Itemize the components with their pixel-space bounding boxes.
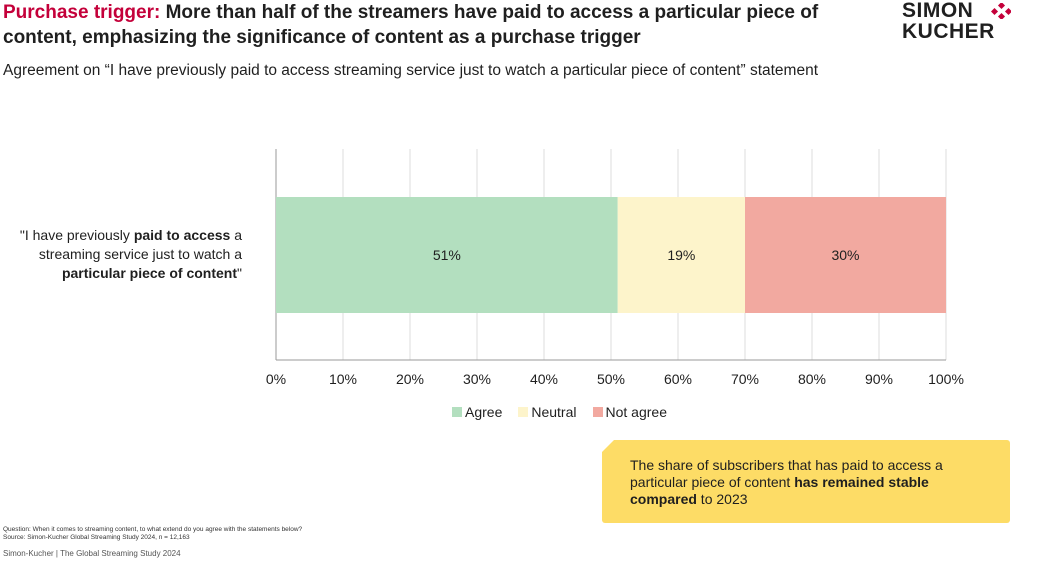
callout-box: The share of subscribers that has paid t… [602,440,1010,523]
x-tick-label-0: 0% [266,371,286,387]
bar-segment-not-agree [745,197,946,313]
data-label-agree: 51% [433,247,461,263]
legend-swatch-agree [452,407,462,417]
page-title: Purchase trigger: More than half of the … [3,0,863,50]
chart-subtitle: Agreement on “I have previously paid to … [3,62,819,79]
legend-swatch-not-agree [592,407,603,417]
legend-swatch-neutral [518,407,529,417]
data-label-neutral: 19% [667,247,695,263]
callout-corner [602,440,614,452]
x-tick-label-4: 40% [530,371,558,387]
legend-label-not-agree: Not agree [605,404,667,420]
data-label-not-agree: 30% [831,247,859,263]
x-tick-label-1: 10% [329,371,357,387]
title-accent: Purchase trigger: [3,2,161,23]
stacked-bar-chart: 51% 19% 30% 0% 10% 20% 30% 40% 50% 60% 70% 80% 90% 1… [266,149,964,387]
bar-segment-agree [276,197,618,313]
legend-item-neutral: Neutral [518,404,577,420]
title-text: More than half of the streamers have pai… [3,2,819,48]
footnote-source-line: Source: Simon-Kucher Global Streaming St… [3,534,190,541]
legend-label-neutral: Neutral [531,404,577,420]
x-tick-label-8: 80% [798,371,826,387]
footnote-question-line: Question: When it comes to streaming con… [3,526,303,533]
bar-segment-neutral [617,197,745,313]
x-tick-label-6: 60% [664,371,692,387]
x-tick-label-10: 100% [928,371,964,387]
logo-line-1: SIMON [902,0,974,22]
legend-item-agree: Agree [452,404,502,420]
x-tick-label-2: 20% [396,371,424,387]
callout-text: The share of subscribers that has paid t… [630,457,943,507]
x-tick-label-9: 90% [865,371,893,387]
x-tick-label-5: 50% [597,371,625,387]
footnote-brand: Simon-Kucher | The Global Streaming Stud… [3,549,181,558]
chart-legend: Agree Neutral Not agree [452,404,667,420]
logo-line-2: KUCHER [902,20,995,43]
x-tick-label-3: 30% [463,371,491,387]
row-category-label: "I have previously paid to access a stre… [19,227,242,281]
legend-item-not-agree: Not agree [592,404,667,420]
logo-diamond-icon [991,3,1011,19]
simon-kucher-logo: SIMON KUCHER [902,0,1011,43]
x-tick-label-7: 70% [731,371,759,387]
legend-label-agree: Agree [465,404,503,420]
footnote-question: Question: When it comes to streaming con… [3,526,302,542]
